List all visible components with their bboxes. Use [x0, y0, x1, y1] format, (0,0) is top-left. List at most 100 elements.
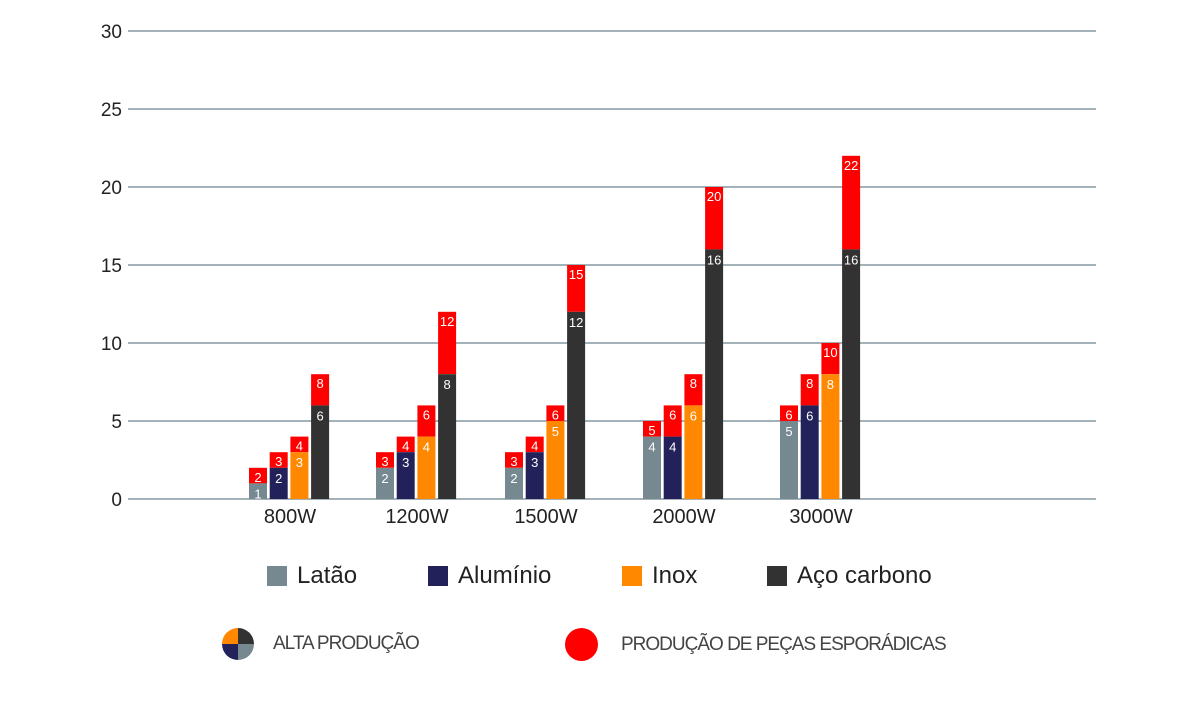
- x-tick-label: 800W: [264, 506, 316, 528]
- bar-alta: [643, 436, 661, 499]
- data-label-alta: 5: [785, 424, 792, 439]
- data-label-esporadica: 2: [254, 470, 261, 485]
- data-label-alta: 4: [669, 440, 676, 455]
- bar-alta: [842, 249, 861, 499]
- bar-alta: [705, 249, 724, 499]
- bar-esporadica: [311, 374, 330, 406]
- data-label-esporadica: 6: [785, 407, 792, 422]
- data-label-esporadica: 4: [296, 439, 303, 454]
- legend-label: Latão: [297, 562, 358, 589]
- bar-alta: [684, 405, 703, 499]
- bar-esporadica: [376, 452, 394, 468]
- aluminio-swatch: [428, 566, 448, 586]
- y-tick-label: 15: [101, 256, 122, 277]
- latao-swatch: [267, 566, 287, 586]
- legend-item-latao: Latão: [267, 562, 357, 590]
- x-tick-label: 2000W: [652, 506, 715, 528]
- data-label-esporadica: 6: [669, 407, 676, 422]
- bar-alta: [800, 405, 819, 499]
- legend-label: Alumínio: [458, 562, 552, 589]
- data-label-alta: 6: [806, 408, 813, 423]
- legend-item-aluminio: Alumínio: [428, 562, 551, 590]
- data-label-esporadica: 8: [690, 376, 697, 391]
- bar-esporadica: [705, 187, 724, 250]
- bar-alta: [505, 467, 523, 499]
- bar-alta: [417, 436, 436, 499]
- data-label-esporadica: 10: [823, 345, 837, 360]
- data-label-esporadica: 3: [381, 454, 388, 469]
- data-label-esporadica: 6: [552, 407, 559, 422]
- data-label-esporadica: 4: [402, 439, 409, 454]
- data-label-alta: 6: [316, 408, 323, 423]
- legend-item-aco-carbono: Aço carbono: [767, 562, 932, 590]
- bar-esporadica: [780, 405, 798, 421]
- data-label-alta: 2: [510, 471, 517, 486]
- y-tick-label: 25: [101, 100, 122, 121]
- y-tick-label: 20: [101, 178, 122, 199]
- data-label-alta: 16: [707, 252, 721, 267]
- bar-esporadica: [269, 452, 288, 468]
- bar-esporadica: [546, 405, 565, 421]
- bar-alta: [438, 374, 457, 499]
- data-label-alta: 3: [531, 455, 538, 470]
- bar-esporadica: [800, 374, 819, 406]
- bar-esporadica: [842, 155, 861, 250]
- data-label-esporadica: 8: [316, 376, 323, 391]
- bar-esporadica: [663, 405, 682, 437]
- data-label-esporadica: 4: [531, 439, 538, 454]
- bar-esporadica: [684, 374, 703, 406]
- data-label-esporadica: 22: [844, 158, 858, 173]
- data-label-alta: 16: [844, 252, 858, 267]
- y-tick-label: 10: [101, 334, 122, 355]
- bar-esporadica: [643, 421, 661, 437]
- inox-swatch: [622, 566, 642, 586]
- data-label-alta: 3: [402, 455, 409, 470]
- y-tick-label: 0: [111, 490, 122, 511]
- bar-esporadica: [249, 467, 267, 484]
- bar-esporadica: [567, 265, 586, 312]
- bar-esporadica: [417, 405, 436, 437]
- legend-label: Aço carbono: [797, 562, 932, 589]
- data-label-esporadica: 15: [569, 267, 583, 282]
- bar-alta: [546, 421, 565, 499]
- data-label-alta: 3: [296, 455, 303, 470]
- legend-alta-label: ALTA PRODUÇÃO: [273, 633, 420, 654]
- bar-alta: [376, 467, 394, 499]
- data-label-alta: 4: [648, 440, 655, 455]
- bar-alta: [821, 374, 840, 499]
- data-label-alta: 8: [443, 377, 450, 392]
- data-label-esporadica: 6: [423, 407, 430, 422]
- data-label-alta: 6: [690, 408, 697, 423]
- y-tick-label: 30: [101, 22, 122, 43]
- bar-alta: [663, 436, 682, 499]
- aco-swatch: [767, 566, 787, 586]
- x-tick-label: 1200W: [385, 506, 448, 528]
- data-label-alta: 4: [423, 440, 430, 455]
- bar-alta: [396, 452, 415, 499]
- data-label-alta: 1: [254, 486, 261, 501]
- data-label-esporadica: 3: [275, 454, 282, 469]
- y-tick-label: 5: [111, 412, 122, 433]
- bar-alta: [290, 452, 309, 499]
- data-label-alta: 5: [552, 424, 559, 439]
- legend-esporadica-label: PRODUÇÃO DE PEÇAS ESPORÁDICAS: [621, 633, 947, 655]
- x-tick-label: 3000W: [789, 506, 852, 528]
- data-label-alta: 2: [381, 471, 388, 486]
- legend-label: Inox: [652, 562, 698, 589]
- data-label-esporadica: 8: [806, 376, 813, 391]
- bar-alta: [567, 311, 586, 499]
- red-circle-icon: [565, 628, 598, 661]
- x-tick-label: 1500W: [514, 506, 577, 528]
- data-label-alta: 8: [827, 377, 834, 392]
- data-label-alta: 12: [569, 315, 583, 330]
- data-label-esporadica: 12: [440, 314, 454, 329]
- data-label-esporadica: 5: [648, 423, 655, 438]
- bar-alta: [269, 467, 288, 499]
- legend-item-inox: Inox: [622, 562, 697, 590]
- bar-esporadica: [505, 452, 523, 468]
- data-label-alta: 2: [275, 471, 282, 486]
- bar-alta: [249, 483, 267, 499]
- bar-esporadica: [438, 311, 457, 375]
- data-label-esporadica: 3: [510, 454, 517, 469]
